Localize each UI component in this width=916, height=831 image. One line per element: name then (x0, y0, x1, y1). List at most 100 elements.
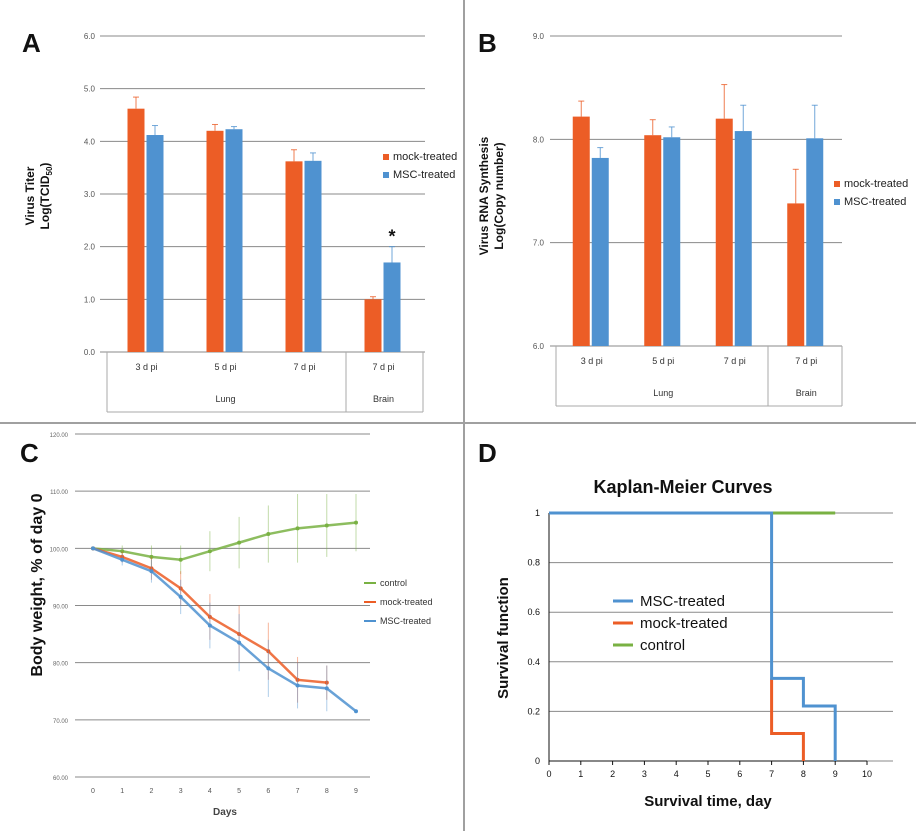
line-MSC-treated (92, 547, 357, 713)
bar-mock-treated-3 (787, 203, 805, 346)
bar-MSC-treated-0 (146, 135, 164, 352)
x-tick-label: 3 d pi (135, 362, 157, 372)
point-mock-treated (120, 554, 125, 559)
y-tick-label: 100.00 (50, 547, 69, 553)
bar-mock-treated-2 (285, 161, 303, 352)
panel-c-body-weight: 60.00 70.00 80.00 90.00 100.00 110.00 120.00 0 1… (29, 433, 433, 818)
bar-mock-treated-1 (644, 135, 662, 346)
y-axis-title-text: Log(TCID (38, 175, 52, 229)
y-tick-label: 2.0 (84, 243, 96, 252)
legend-label: mock-treated (844, 178, 908, 190)
group-label: Lung (215, 394, 235, 404)
y-tick-label: 0.6 (527, 607, 540, 617)
x-tick-label: 3 d pi (581, 356, 603, 366)
x-tick-label: 9 (354, 788, 358, 795)
x-tick-label: 0 (91, 788, 95, 795)
bar-mock-treated-0 (572, 116, 590, 346)
legend-label: MSC-treated (380, 616, 431, 626)
point-MSC-treated (120, 557, 125, 562)
point-control (354, 520, 358, 525)
point-mock-treated (178, 586, 183, 591)
x-tick-label: 7 d pi (293, 362, 315, 372)
legend-label: MSC-treated (393, 169, 455, 181)
point-control (120, 549, 125, 554)
point-MSC-treated (91, 546, 95, 551)
y-axis-title-line1: Virus RNA Synthesis (477, 136, 491, 255)
y-axis-title-line2: Log(Copy number) (492, 142, 506, 249)
y-tick-label: 6.0 (84, 32, 96, 41)
bar-MSC-treated-1 (225, 129, 243, 352)
legend-label: control (640, 637, 685, 654)
legend-label: mock-treated (393, 151, 457, 163)
bar-mock-treated-0 (127, 108, 145, 353)
point-control (149, 554, 154, 559)
y-axis-title-text: Log(Copy number) (492, 142, 506, 249)
point-MSC-treated (207, 623, 212, 628)
panel-letter-a: A (22, 28, 41, 58)
bar-MSC-treated-2 (734, 131, 752, 346)
line-control (92, 521, 357, 562)
x-tick-label: 7 (769, 769, 774, 779)
point-control (266, 532, 271, 537)
x-tick-label: 8 (325, 788, 329, 795)
panel-b-virus-rna: 6.0 7.0 8.0 9.0 3 d pi 5 d pi 7 d pi 7 d pi Lung… (477, 32, 908, 407)
bar-mock-treated-1 (206, 130, 224, 352)
legend-label: mock-treated (640, 615, 728, 632)
point-control (295, 526, 300, 531)
y-axis-title-line2: Log(TCID50) (38, 163, 54, 230)
x-tick-label: 7 d pi (372, 362, 394, 372)
x-tick-label: 10 (862, 769, 872, 779)
panel-d-kaplan-meier: 00.20.40.60.810 1 2 3 4 5 6 7 8 9 10MSC-treatedmoc… (495, 477, 893, 810)
panel-letter-b: B (478, 28, 497, 58)
y-axis-title-line1: Virus Titer (23, 166, 37, 225)
x-tick-label: 5 d pi (214, 362, 236, 372)
x-tick-label: 9 (833, 769, 838, 779)
x-tick-label: 7 d pi (724, 356, 746, 366)
x-tick-label: 3 (179, 788, 183, 795)
y-tick-label: 70.00 (53, 719, 69, 725)
y-tick-label: 0.4 (527, 657, 540, 667)
x-tick-label: 4 (674, 769, 679, 779)
point-MSC-treated (354, 709, 358, 714)
x-tick-label: 5 d pi (652, 356, 674, 366)
panel-a-virus-titer: 0.0 1.0 2.0 3.0 4.0 5.0 6.0 3 d pi 5 d pi 7 d pi 7… (23, 32, 457, 413)
y-tick-label: 120.00 (50, 433, 69, 439)
point-control (324, 523, 329, 528)
point-mock-treated (237, 632, 242, 637)
y-tick-label: 0.0 (84, 348, 96, 357)
legend-label: control (380, 578, 407, 588)
point-mock-treated (295, 677, 300, 682)
point-mock-treated (207, 614, 212, 619)
point-mock-treated (149, 566, 154, 571)
group-label: Brain (373, 394, 394, 404)
legend-label: mock-treated (380, 597, 433, 607)
y-tick-label: 80.00 (53, 662, 69, 668)
y-tick-label: 3.0 (84, 190, 96, 199)
bar-MSC-treated-1 (663, 137, 681, 346)
y-axis-title-subscript: 50 (45, 166, 54, 175)
bar-MSC-treated-0 (591, 157, 609, 346)
x-tick-label: 7 d pi (795, 356, 817, 366)
legend-label: MSC-treated (844, 196, 906, 208)
y-tick-label: 6.0 (533, 342, 545, 351)
x-tick-label: 5 (705, 769, 710, 779)
point-mock-treated (266, 649, 271, 654)
y-tick-label: 8.0 (533, 135, 545, 144)
x-axis-title: Days (213, 807, 237, 818)
significance-marker: * (388, 227, 395, 247)
point-control (178, 557, 183, 562)
y-tick-label: 1 (535, 508, 540, 518)
bar-MSC-treated-2 (304, 160, 322, 352)
point-MSC-treated (295, 683, 300, 688)
panel-letter-c: C (20, 438, 39, 468)
x-axis-title: Survival time, day (644, 793, 772, 810)
x-tick-label: 2 (149, 788, 153, 795)
point-MSC-treated (149, 569, 154, 574)
y-tick-label: 0.8 (527, 558, 540, 568)
y-tick-label: 7.0 (533, 239, 545, 248)
x-tick-label: 6 (737, 769, 742, 779)
bar-mock-treated-2 (715, 118, 733, 347)
y-axis-title: Body weight, % of day 0 (29, 493, 46, 676)
x-tick-label: 2 (610, 769, 615, 779)
